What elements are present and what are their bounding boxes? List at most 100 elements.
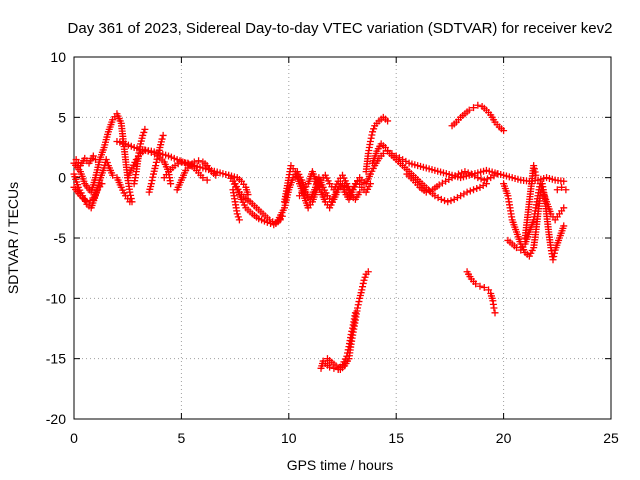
data-point: [195, 157, 203, 165]
data-point: [203, 176, 211, 184]
data-point: [344, 349, 352, 357]
data-point: [359, 279, 367, 287]
data-point: [364, 268, 372, 276]
y-tick-label: 0: [58, 170, 66, 186]
data-point: [530, 165, 538, 173]
data-point: [358, 286, 366, 294]
data-point: [550, 249, 558, 257]
data-point: [83, 198, 91, 206]
data-point: [356, 188, 364, 196]
data-point: [351, 309, 359, 317]
data-point: [343, 352, 351, 360]
series-track-a: [70, 110, 136, 206]
data-point: [140, 128, 148, 136]
series-track-u: [448, 101, 508, 135]
series-track-d: [72, 152, 99, 170]
data-point: [530, 162, 538, 170]
series-track-p: [296, 168, 364, 212]
data-point: [370, 125, 378, 133]
data-point: [560, 177, 568, 185]
data-point: [361, 273, 369, 281]
data-point: [147, 180, 155, 188]
series-track-c: [70, 180, 106, 206]
x-tick-label: 5: [178, 430, 186, 446]
series-track-g: [130, 125, 149, 188]
data-point: [153, 155, 161, 163]
data-point: [474, 101, 482, 109]
data-point: [367, 134, 375, 142]
data-point: [537, 183, 545, 191]
data-point: [458, 169, 466, 177]
data-point: [366, 137, 374, 145]
y-tick-label: -15: [46, 351, 66, 367]
y-tick-label: 5: [58, 109, 66, 125]
data-point: [354, 304, 362, 312]
data-point: [149, 173, 157, 181]
data-point: [500, 127, 508, 135]
data-point: [89, 152, 97, 160]
data-point: [422, 188, 430, 196]
x-tick-label: 20: [496, 430, 512, 446]
data-point: [480, 283, 488, 291]
data-point: [491, 309, 499, 317]
y-tick-label: 10: [50, 49, 66, 65]
axis-ticks: 0 5 10 15 20 25 -20 -15 -10 -5 0 5 10: [46, 49, 619, 446]
data-point: [144, 147, 152, 155]
data-point: [159, 131, 167, 139]
data-point: [549, 256, 557, 264]
data-point: [235, 216, 243, 224]
data-point: [126, 198, 134, 206]
x-tick-label: 10: [281, 430, 297, 446]
data-point: [98, 180, 106, 188]
series-track-h: [145, 131, 167, 196]
data-point: [167, 180, 175, 188]
data-point: [444, 198, 452, 206]
data-point: [354, 301, 362, 309]
series-track-z: [317, 268, 372, 374]
x-axis-label: GPS time / hours: [287, 457, 394, 473]
data-point: [344, 346, 352, 354]
data-point: [550, 253, 558, 261]
data-point: [425, 187, 433, 195]
data-points: [70, 101, 570, 374]
data-point: [360, 276, 368, 284]
data-point: [558, 183, 566, 191]
series-track-aa: [321, 309, 359, 374]
series-track-j: [173, 157, 220, 194]
data-point: [379, 150, 387, 158]
data-point: [477, 175, 485, 183]
x-tick-label: 25: [603, 430, 619, 446]
data-point: [485, 286, 493, 294]
data-point: [454, 170, 462, 178]
data-point: [441, 197, 449, 205]
data-point: [483, 175, 491, 183]
data-point: [482, 180, 490, 188]
data-point: [102, 156, 110, 164]
data-point: [461, 168, 469, 176]
data-point: [212, 171, 220, 179]
data-point: [326, 363, 334, 371]
data-point: [148, 176, 156, 184]
y-tick-label: -5: [54, 230, 67, 246]
data-point: [470, 186, 478, 194]
data-point: [330, 364, 338, 372]
data-point: [437, 195, 445, 203]
data-point: [512, 244, 520, 252]
data-point: [86, 197, 94, 205]
data-point: [560, 204, 568, 212]
data-point: [91, 156, 99, 164]
data-point: [141, 125, 149, 133]
series-track-w: [504, 180, 568, 254]
data-point: [233, 210, 241, 218]
series-track-m: [229, 186, 243, 224]
data-point: [103, 159, 111, 167]
series-track-ab: [463, 268, 499, 317]
data-point: [139, 131, 147, 139]
series-track-l: [231, 180, 284, 228]
data-point: [463, 188, 471, 196]
data-point: [158, 135, 166, 143]
data-point: [464, 169, 472, 177]
data-point: [190, 158, 198, 166]
y-tick-label: -10: [46, 290, 66, 306]
